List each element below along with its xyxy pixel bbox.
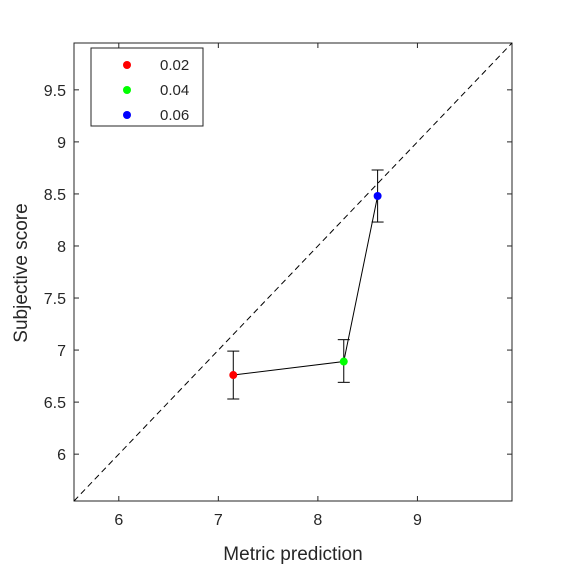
axes-box: [73, 42, 513, 502]
y-tick-label: 9: [57, 135, 66, 152]
data-point: [373, 192, 382, 201]
legend-marker: [123, 86, 131, 94]
legend-label: 0.04: [160, 82, 189, 99]
y-tick-label: 8.5: [44, 187, 66, 204]
y-axis-label: Subjective score: [11, 203, 32, 342]
x-tick-label: 6: [114, 512, 123, 529]
data-point: [339, 357, 348, 366]
identity-reference-line: [73, 42, 513, 502]
data-point: [229, 371, 238, 380]
plot-area: 6 7 8 9 6 6.5 7 7.5 8 8.5 9 9.5 0.02 0.04 0.06: [44, 42, 513, 529]
legend-label: 0.06: [160, 107, 189, 124]
y-tick-label: 8: [57, 239, 66, 256]
y-tick-label: 9.5: [44, 83, 66, 100]
legend-label: 0.02: [160, 57, 189, 74]
legend-marker: [123, 61, 131, 69]
y-tick-label: 7.5: [44, 291, 66, 308]
y-tick-label: 6: [57, 447, 66, 464]
x-tick-label: 7: [214, 512, 223, 529]
legend-box: [90, 47, 204, 127]
y-tick-label: 6.5: [44, 395, 66, 412]
connecting-line: [233, 195, 379, 376]
y-tick-label: 7: [57, 343, 66, 360]
legend-marker: [123, 111, 131, 119]
x-tick-label: 9: [413, 512, 422, 529]
x-axis-label: Metric prediction: [223, 544, 362, 565]
x-tick-label: 8: [313, 512, 322, 529]
